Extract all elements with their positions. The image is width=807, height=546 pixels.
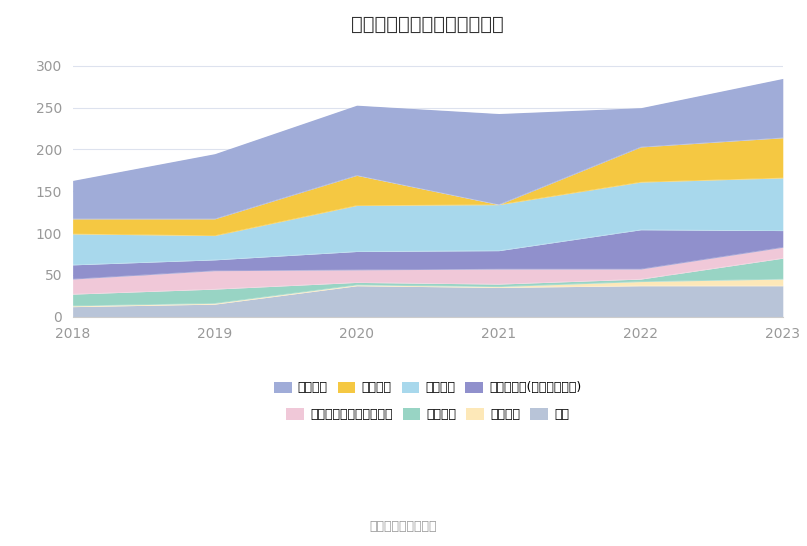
Title: 历年主要负债堆积图（亿元）: 历年主要负债堆积图（亿元）: [351, 15, 504, 34]
Text: 数据来源：恒生聚源: 数据来源：恒生聚源: [370, 520, 437, 532]
Legend: 一年内到期的非流动负债, 长期借款, 应付债券, 其它: 一年内到期的非流动负债, 长期借款, 应付债券, 其它: [282, 403, 574, 426]
